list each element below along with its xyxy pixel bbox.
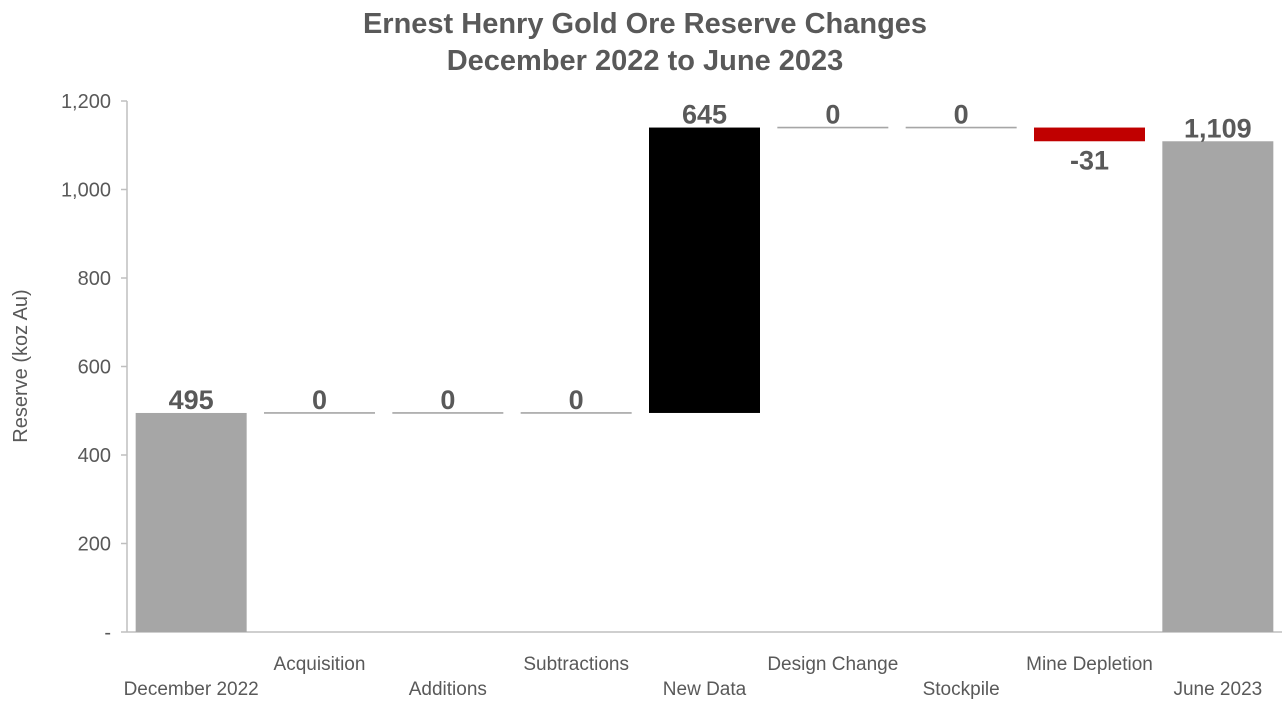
x-tick-label-design-change: Design Change <box>767 654 898 675</box>
data-label-additions: 0 <box>440 385 455 415</box>
x-tick-label-mine-depletion: Mine Depletion <box>1026 654 1153 675</box>
data-label-acquisition: 0 <box>312 385 327 415</box>
x-axis-labels: December 2022 Acquisition Additions Subtrac… <box>124 654 1263 700</box>
y-tick-label: 800 <box>78 268 111 290</box>
x-tick-label-june-2023: June 2023 <box>1173 679 1262 700</box>
data-label-june-2023: 1,109 <box>1184 113 1252 143</box>
x-tick-label-acquisition: Acquisition <box>274 654 366 675</box>
bar-june-2023 <box>1162 141 1274 632</box>
y-tick-label: 400 <box>78 445 111 467</box>
y-tick-label: 1,200 <box>61 91 111 113</box>
y-tick-label: - <box>104 622 111 644</box>
bar-group <box>135 126 1274 632</box>
bar-mine-depletion <box>1034 127 1145 142</box>
x-tick-label-subtractions: Subtractions <box>523 654 629 675</box>
x-tick-label-new-data: New Data <box>663 679 747 700</box>
chart-subtitle: December 2022 to June 2023 <box>447 45 844 77</box>
y-axis-title: Reserve (koz Au) <box>10 289 32 442</box>
data-label-design-change: 0 <box>825 100 840 130</box>
bar-new-data <box>649 127 760 413</box>
data-label-subtractions: 0 <box>569 385 584 415</box>
data-label-stockpile: 0 <box>954 100 969 130</box>
y-tick-label: 1,000 <box>61 180 111 202</box>
data-label-new-data: 645 <box>682 100 727 130</box>
x-tick-label-stockpile: Stockpile <box>923 679 1000 700</box>
y-tick-label: 600 <box>78 357 111 379</box>
x-tick-label-additions: Additions <box>409 679 487 700</box>
y-tick-label: 200 <box>78 534 111 556</box>
x-tick-label-december-2022: December 2022 <box>124 679 259 700</box>
data-label-december-2022: 495 <box>169 385 214 415</box>
y-axis-ticks: - 200 400 600 800 1,000 1,200 <box>61 91 127 644</box>
data-label-group: 495 0 0 0 645 0 0 -31 1,109 <box>169 100 1252 415</box>
bar-december-2022 <box>135 412 247 632</box>
chart-title: Ernest Henry Gold Ore Reserve Changes <box>363 8 927 40</box>
data-label-mine-depletion: -31 <box>1070 145 1109 175</box>
